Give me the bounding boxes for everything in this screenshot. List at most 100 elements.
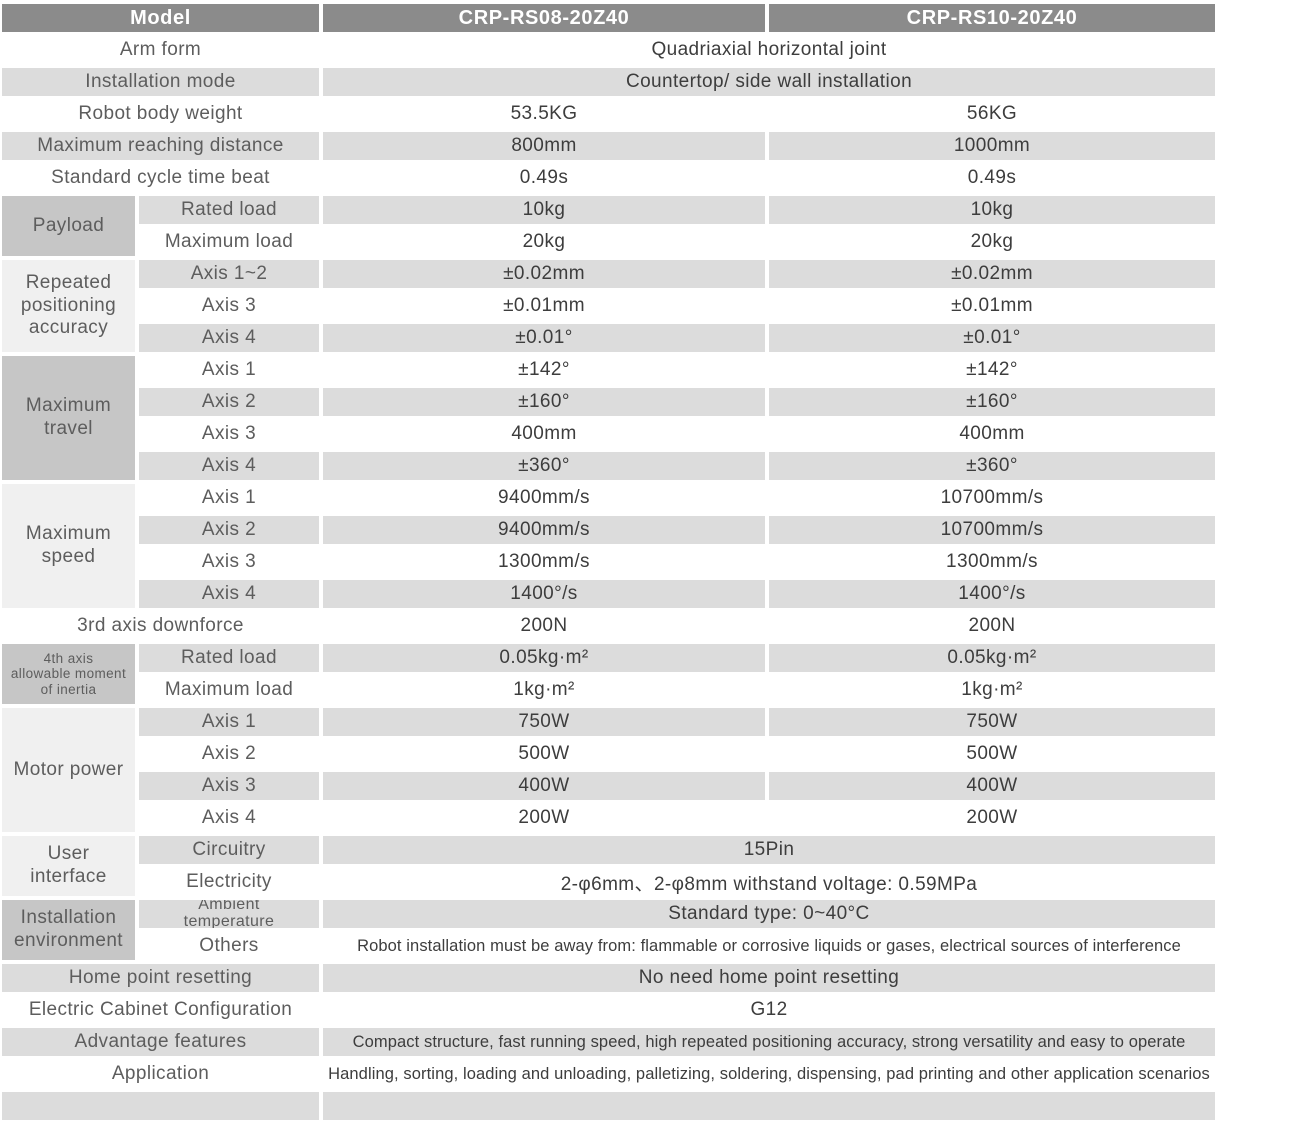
value-cell: 1400°/s [769,578,1215,610]
row-sub-label-cell: Others [139,930,319,962]
row-sub-label-cell: Rated load [139,194,319,226]
row-sub-label-cell: Axis 4 [139,450,319,482]
value-cell: ±0.01mm [323,290,765,322]
value-cell: ±0.01° [323,322,765,354]
value-cell: 750W [769,706,1215,738]
group-label-cell: User interface [2,834,135,898]
row-label-cell: Advantage features [2,1026,319,1058]
row-label-cell: Robot body weight [2,98,319,130]
value-cell: 500W [769,738,1215,770]
value-cell: ±0.01° [769,322,1215,354]
value-cell: ±160° [323,386,765,418]
row-sub-label-cell: Axis 4 [139,322,319,354]
row-label-cell: 3rd axis downforce [2,610,319,642]
value-cell: 56KG [769,98,1215,130]
row-label-cell: Home point resetting [2,962,319,994]
value-cell: ±0.02mm [323,258,765,290]
value-cell: 10700mm/s [769,482,1215,514]
value-cell: ±360° [769,450,1215,482]
row-sub-label-cell: Axis 4 [139,802,319,834]
value-cell: 200N [769,610,1215,642]
merged-value-cell: Robot installation must be away from: fl… [323,930,1215,962]
row-sub-label-cell: Axis 3 [139,770,319,802]
group-label-cell: Maximum speed [2,482,135,610]
value-cell: 400mm [323,418,765,450]
value-cell: 200W [769,802,1215,834]
value-cell: 400W [769,770,1215,802]
row-sub-label-cell: Ambient temperature [139,898,319,930]
row-sub-label-cell: Axis 1 [139,354,319,386]
row-sub-label-cell: Axis 2 [139,514,319,546]
row-sub-label-cell: Axis 2 [139,738,319,770]
value-cell: 10kg [769,194,1215,226]
value-cell: ±142° [323,354,765,386]
value-cell: 20kg [323,226,765,258]
value-cell: ±360° [323,450,765,482]
merged-value-cell: No need home point resetting [323,962,1215,994]
bottom-partial-row-right [323,1090,1215,1122]
value-cell: 9400mm/s [323,482,765,514]
value-cell: 500W [323,738,765,770]
group-label-cell: Payload [2,194,135,258]
value-cell: 200N [323,610,765,642]
value-cell: 400mm [769,418,1215,450]
row-sub-label-cell: Axis 2 [139,386,319,418]
value-cell: 800mm [323,130,765,162]
bottom-partial-row-left [2,1090,319,1122]
value-cell: 200W [323,802,765,834]
value-cell: 1300mm/s [769,546,1215,578]
merged-value-cell: Standard type: 0~40°C [323,898,1215,930]
value-cell: ±160° [769,386,1215,418]
value-cell: 1kg·m² [323,674,765,706]
model-column-header-rs08: CRP-RS08-20Z40 [323,2,765,34]
value-cell: 1400°/s [323,578,765,610]
value-cell: 53.5KG [323,98,765,130]
value-cell: ±0.01mm [769,290,1215,322]
value-cell: 20kg [769,226,1215,258]
value-cell: 1300mm/s [323,546,765,578]
row-sub-label-cell: Maximum load [139,674,319,706]
value-cell: 1kg·m² [769,674,1215,706]
row-label-cell: Maximum reaching distance [2,130,319,162]
group-label-cell: Maximum travel [2,354,135,482]
row-sub-label-cell: Axis 4 [139,578,319,610]
value-cell: 0.05kg·m² [323,642,765,674]
value-cell: 10kg [323,194,765,226]
row-sub-label-cell: Axis 1~2 [139,258,319,290]
row-sub-label-cell: Circuitry [139,834,319,866]
row-sub-label-cell: Axis 3 [139,546,319,578]
row-sub-label-cell: Maximum load [139,226,319,258]
value-cell: 10700mm/s [769,514,1215,546]
row-label-cell: Electric Cabinet Configuration [2,994,319,1026]
model-header-cell: Model [2,2,319,34]
spec-table: Model CRP-RS08-20Z40 CRP-RS10-20Z40 Arm for… [2,2,1215,1122]
group-label-cell: 4th axis allowable moment of inertia [2,642,135,706]
merged-value-cell: Quadriaxial horizontal joint [323,34,1215,66]
value-cell: 400W [323,770,765,802]
row-label-cell: Installation mode [2,66,319,98]
row-label-cell: Application [2,1058,319,1090]
merged-value-cell: 2-φ6mm、2-φ8mm withstand voltage: 0.59MPa [323,866,1215,898]
merged-value-cell: Countertop/ side wall installation [323,66,1215,98]
row-label-cell: Arm form [2,34,319,66]
row-sub-label-cell: Axis 3 [139,418,319,450]
row-sub-label-cell: Rated load [139,642,319,674]
value-cell: 0.49s [323,162,765,194]
row-sub-label-cell: Electricity [139,866,319,898]
merged-value-cell: G12 [323,994,1215,1026]
group-label-cell: Motor power [2,706,135,834]
merged-value-cell: Handling, sorting, loading and unloading… [323,1058,1215,1090]
value-cell: ±0.02mm [769,258,1215,290]
value-cell: 750W [323,706,765,738]
value-cell: 0.49s [769,162,1215,194]
value-cell: 9400mm/s [323,514,765,546]
row-label-cell: Standard cycle time beat [2,162,319,194]
merged-value-cell: 15Pin [323,834,1215,866]
row-sub-label-cell: Axis 3 [139,290,319,322]
value-cell: 1000mm [769,130,1215,162]
group-label-cell: Installation environment [2,898,135,962]
row-sub-label-cell: Axis 1 [139,706,319,738]
row-sub-label-cell: Axis 1 [139,482,319,514]
value-cell: 0.05kg·m² [769,642,1215,674]
group-label-cell: Repeated positioning accuracy [2,258,135,354]
